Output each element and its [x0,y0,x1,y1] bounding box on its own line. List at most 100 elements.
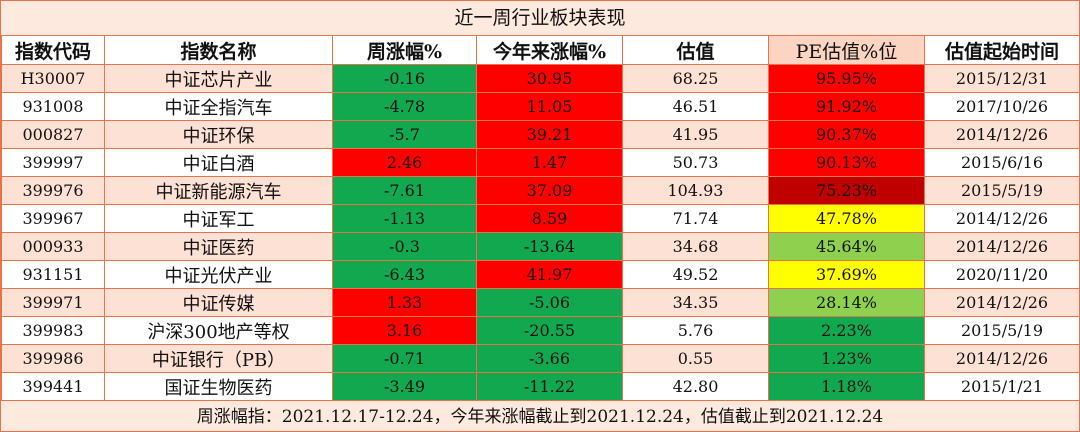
cell-code: 399441 [1,372,105,401]
table-row: 399976 中证新能源汽车 -7.61 37.09 104.93 75.23% 2015/… [1,176,1080,205]
cell-code: 000827 [1,120,105,149]
cell-valuation: 68.25 [622,64,769,93]
cell-week-change: -0.16 [332,64,477,93]
cell-name: 中证军工 [104,204,333,233]
header-pe-percentile: PE估值%位 [768,35,925,65]
cell-valuation: 50.73 [622,148,769,177]
cell-start-date: 2015/12/31 [924,64,1080,93]
cell-start-date: 2014/12/26 [924,120,1080,149]
cell-week-change: 3.16 [332,316,477,345]
cell-start-date: 2014/12/26 [924,204,1080,233]
table-row: 000933 中证医药 -0.3 -13.64 34.68 45.64% 2014/12/2… [1,232,1080,261]
cell-code: 399971 [1,288,105,317]
cell-start-date: 2014/12/26 [924,344,1080,373]
cell-week-change: -3.49 [332,372,477,401]
cell-pe-percentile: 28.14% [768,288,925,317]
cell-ytd-change: 8.59 [476,204,623,233]
cell-code: 931008 [1,92,105,121]
cell-start-date: 2020/11/20 [924,260,1080,289]
cell-pe-percentile: 90.13% [768,148,925,177]
cell-name: 中证新能源汽车 [104,176,333,205]
cell-ytd-change: 1.47 [476,148,623,177]
header-code: 指数代码 [1,35,105,65]
cell-start-date: 2015/1/21 [924,372,1080,401]
cell-name: 中证光伏产业 [104,260,333,289]
table-footnote: 周涨幅指：2021.12.17-12.24，今年来涨幅截止到2021.12.24… [196,407,884,427]
cell-name: 国证生物医药 [104,372,333,401]
table-row: H30007 中证芯片产业 -0.16 30.95 68.25 95.95% 2015/12… [1,64,1080,93]
cell-start-date: 2015/6/16 [924,148,1080,177]
cell-valuation: 71.74 [622,204,769,233]
cell-code: 000933 [1,232,105,261]
cell-week-change: -1.13 [332,204,477,233]
cell-code: 399967 [1,204,105,233]
cell-name: 中证医药 [104,232,333,261]
cell-code: 931151 [1,260,105,289]
cell-name: 中证银行（PB） [104,344,333,373]
cell-valuation: 104.93 [622,176,769,205]
cell-valuation: 34.35 [622,288,769,317]
cell-ytd-change: 41.97 [476,260,623,289]
cell-code: 399997 [1,148,105,177]
cell-code: 399986 [1,344,105,373]
cell-valuation: 42.80 [622,372,769,401]
cell-week-change: -5.7 [332,120,477,149]
cell-pe-percentile: 95.95% [768,64,925,93]
cell-start-date: 2017/10/26 [924,92,1080,121]
cell-start-date: 2014/12/26 [924,232,1080,261]
cell-ytd-change: -3.66 [476,344,623,373]
cell-name: 中证传媒 [104,288,333,317]
cell-week-change: 2.46 [332,148,477,177]
cell-name: 中证环保 [104,120,333,149]
cell-pe-percentile: 75.23% [768,176,925,205]
cell-valuation: 5.76 [622,316,769,345]
cell-ytd-change: 37.09 [476,176,623,205]
table-row: 931151 中证光伏产业 -6.43 41.97 49.52 37.69% 2020/11… [1,260,1080,289]
cell-pe-percentile: 2.23% [768,316,925,345]
cell-valuation: 46.51 [622,92,769,121]
cell-start-date: 2014/12/26 [924,288,1080,317]
cell-pe-percentile: 45.64% [768,232,925,261]
cell-pe-percentile: 1.23% [768,344,925,373]
cell-pe-percentile: 90.37% [768,120,925,149]
cell-name: 中证全指汽车 [104,92,333,121]
cell-valuation: 41.95 [622,120,769,149]
cell-week-change: -6.43 [332,260,477,289]
cell-code: 399983 [1,316,105,345]
table-row: 399983 沪深300地产等权 3.16 -20.55 5.76 2.23% 2015/5… [1,316,1080,345]
cell-name: 中证白酒 [104,148,333,177]
cell-name: 中证芯片产业 [104,64,333,93]
header-name: 指数名称 [104,35,333,65]
cell-pe-percentile: 47.78% [768,204,925,233]
table-row: 399986 中证银行（PB） -0.71 -3.66 0.55 1.23% 2014/12… [1,344,1080,373]
cell-valuation: 0.55 [622,344,769,373]
cell-name: 沪深300地产等权 [104,316,333,345]
cell-valuation: 49.52 [622,260,769,289]
header-start-date: 估值起始时间 [924,35,1080,65]
header-week: 周涨幅% [332,35,477,65]
cell-valuation: 34.68 [622,232,769,261]
cell-start-date: 2015/5/19 [924,316,1080,345]
table-row: 399441 国证生物医药 -3.49 -11.22 42.80 1.18% 2015/1/… [1,372,1080,401]
cell-week-change: -0.3 [332,232,477,261]
cell-pe-percentile: 37.69% [768,260,925,289]
cell-week-change: -7.61 [332,176,477,205]
cell-ytd-change: 30.95 [476,64,623,93]
cell-start-date: 2015/5/19 [924,176,1080,205]
table-row: 399971 中证传媒 1.33 -5.06 34.35 28.14% 2014/12/26 [1,288,1080,317]
table-row: 931008 中证全指汽车 -4.78 11.05 46.51 91.92% 2017/10… [1,92,1080,121]
cell-week-change: 1.33 [332,288,477,317]
header-row: 指数代码 指数名称 周涨幅% 今年来涨幅% 估值 PE估值%位 估值起始时间 [1,35,1080,65]
header-valuation: 估值 [622,35,769,65]
cell-ytd-change: -13.64 [476,232,623,261]
header-ytd: 今年来涨幅% [476,35,623,65]
cell-ytd-change: 11.05 [476,92,623,121]
cell-code: 399976 [1,176,105,205]
table-body: H30007 中证芯片产业 -0.16 30.95 68.25 95.95% 2015/12… [1,64,1080,401]
cell-pe-percentile: 1.18% [768,372,925,401]
sector-table: 指数代码 指数名称 周涨幅% 今年来涨幅% 估值 PE估值%位 估值起始时间 H… [1,35,1080,401]
cell-code: H30007 [1,64,105,93]
table-title: 近一周行业板块表现 [1,1,1079,36]
table-row: 000827 中证环保 -5.7 39.21 41.95 90.37% 2014/12/26 [1,120,1080,149]
